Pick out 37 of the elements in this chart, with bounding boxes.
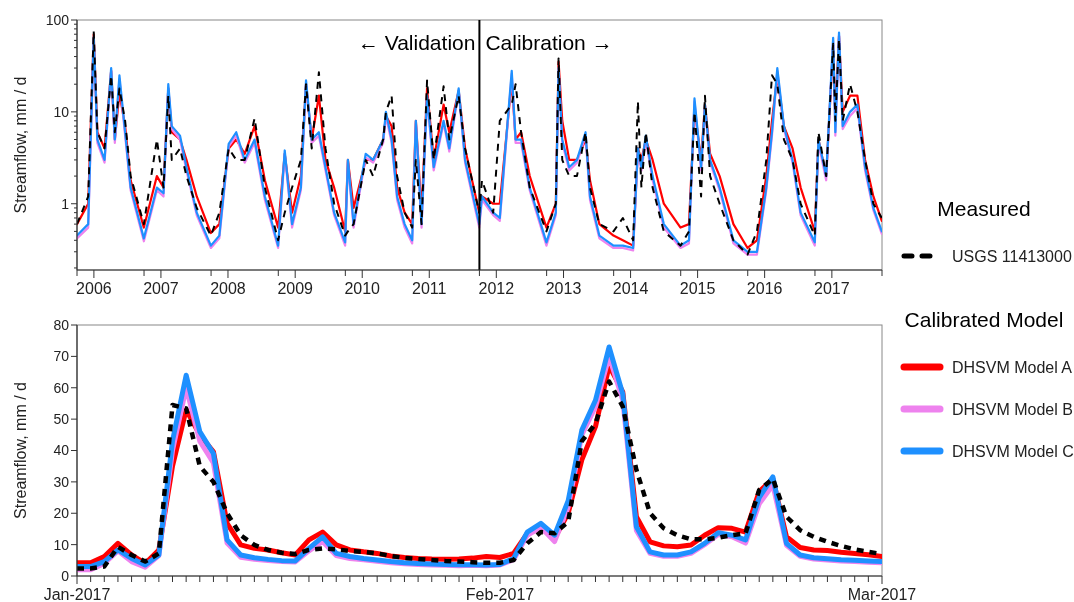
x-tick-label: Feb-2017 (465, 586, 535, 602)
legend-label: DHSVM Model A (952, 358, 1073, 376)
x-tick-label: 2007 (143, 280, 179, 297)
x-tick-label: 2017 (814, 280, 850, 297)
y-tick-label: 80 (53, 316, 70, 333)
x-tick-label: 2006 (76, 280, 112, 297)
y-tick-label: 50 (53, 411, 70, 428)
y-tick-label: 10 (53, 103, 70, 120)
x-tick-label: 2015 (679, 280, 716, 297)
y-tick-label: 60 (53, 379, 70, 396)
y-tick-label: 0 (61, 567, 70, 584)
legend-label: DHSVM Model C (952, 442, 1074, 460)
y-tick-label: 20 (53, 505, 70, 522)
legend-title: Calibrated Model (904, 308, 1064, 331)
x-tick-label: 2013 (545, 280, 582, 297)
y-tick-label: 100 (45, 11, 70, 28)
x-tick-label: 2011 (412, 280, 447, 297)
legend-label: DHSVM Model B (952, 400, 1073, 418)
y-axis-title: Streamflow, mm / d (12, 76, 29, 214)
x-tick-label: 2012 (478, 280, 515, 297)
y-axis-title: Streamflow, mm / d (12, 382, 29, 519)
x-tick-label: 2016 (746, 280, 783, 297)
y-tick-label: 70 (53, 348, 70, 365)
x-tick-label: Mar-2017 (847, 586, 917, 602)
y-tick-label: 40 (53, 442, 70, 459)
y-tick-label: 10 (53, 536, 70, 553)
legend-title: Measured (937, 197, 1031, 220)
x-tick-label: 2009 (277, 280, 314, 297)
x-tick-label: 2008 (210, 280, 246, 297)
annotation: Calibration → (485, 31, 613, 54)
annotation: ← Validation (357, 31, 476, 54)
y-tick-label: 30 (53, 473, 70, 490)
x-tick-label: 2010 (344, 280, 381, 297)
legend-label: USGS 11413000 (952, 247, 1072, 265)
x-tick-label: 2014 (612, 280, 649, 297)
x-tick-label: Jan-2017 (43, 586, 111, 602)
y-tick-label: 1 (61, 195, 70, 212)
